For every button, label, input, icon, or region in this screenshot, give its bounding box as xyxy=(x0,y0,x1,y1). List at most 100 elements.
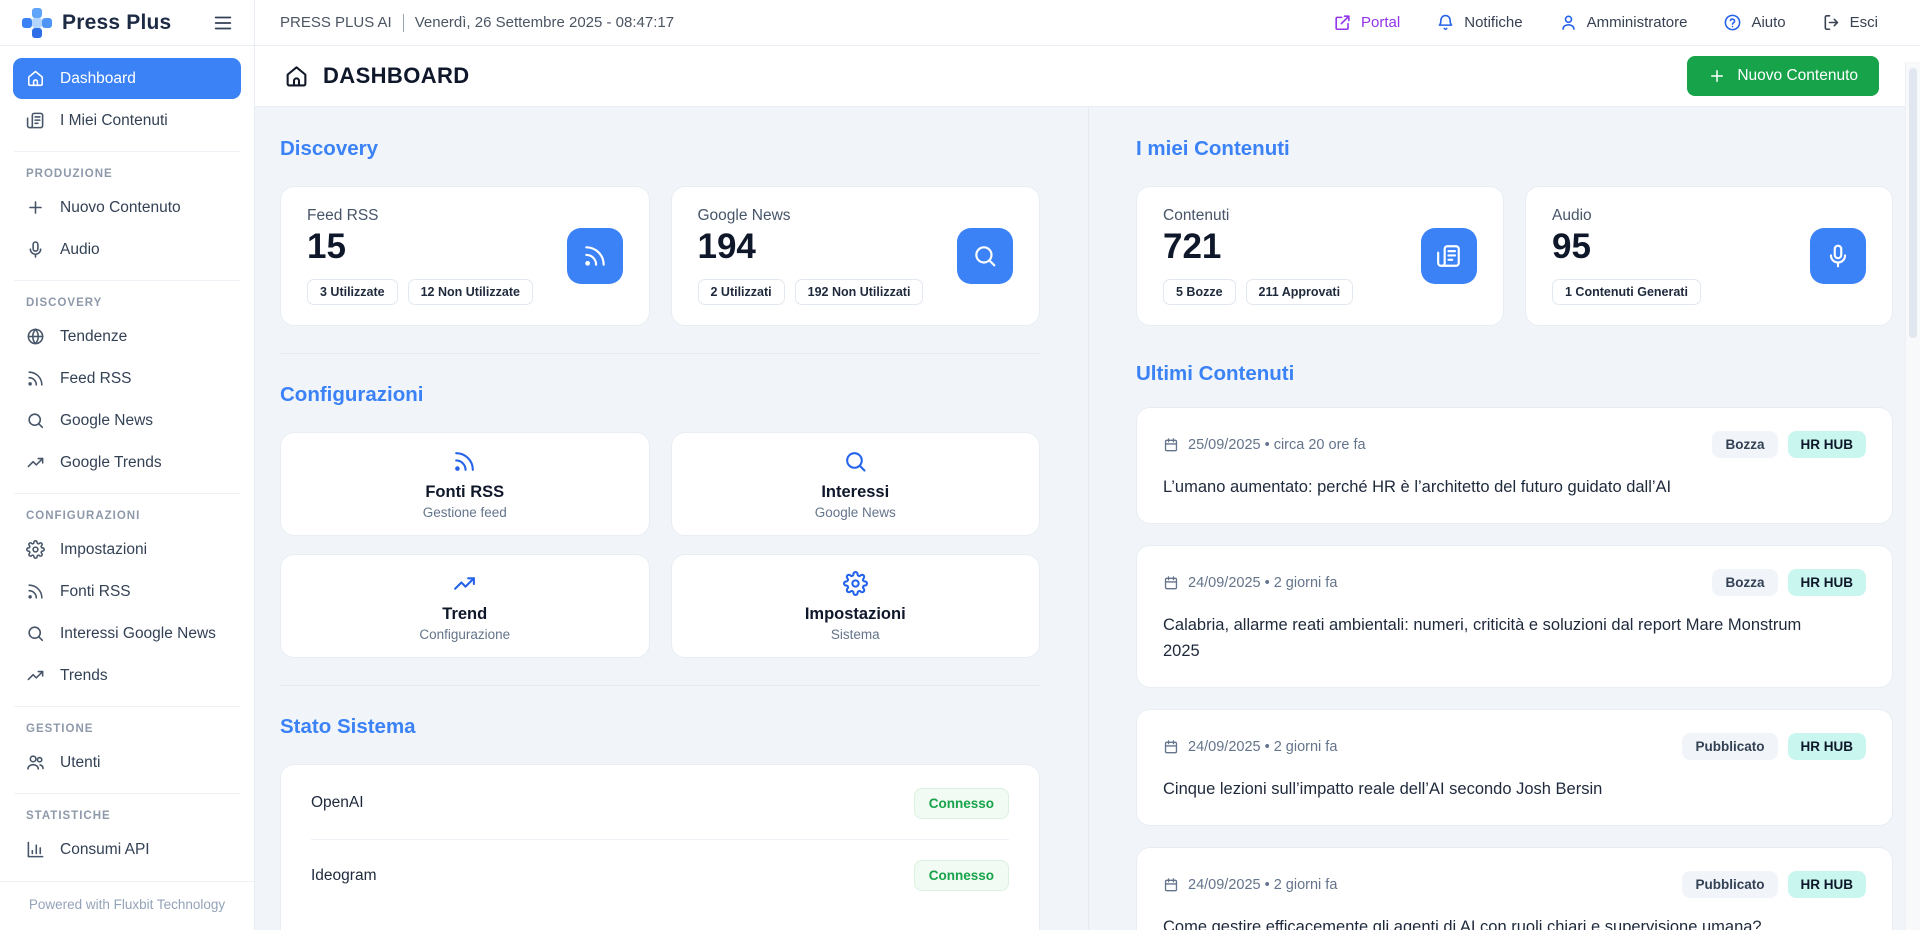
configurazioni-title: Configurazioni xyxy=(280,383,424,406)
stato-sistema-title: Stato Sistema xyxy=(280,715,416,738)
section-label-discovery: DISCOVERY xyxy=(26,297,103,309)
right-column: I miei Contenuti Contenuti 721 5 Bozze 2… xyxy=(1136,108,1893,930)
status-row-ideogram: Ideogram Connesso xyxy=(311,839,1009,911)
rss-icon xyxy=(26,369,45,388)
datetime-label: Venerdì, 26 Settembre 2025 - 08:47:17 xyxy=(414,14,675,31)
sidebar-item-fonti-rss[interactable]: Fonti RSS xyxy=(13,571,241,612)
divider xyxy=(14,280,240,281)
help-link[interactable]: Aiuto xyxy=(1723,13,1786,32)
scrollbar-thumb[interactable] xyxy=(1909,68,1917,338)
status-badge: Connesso xyxy=(913,860,1009,891)
content-item[interactable]: 24/09/2025 • 2 giorni fa Bozza HR HUB Ca… xyxy=(1136,545,1893,689)
content-item[interactable]: 25/09/2025 • circa 20 ore fa Bozza HR HU… xyxy=(1136,407,1893,525)
main-area: DASHBOARD Nuovo Contenuto Discovery Feed… xyxy=(255,46,1920,930)
feed-rss-stat-card[interactable]: Feed RSS 15 3 Utilizzate 12 Non Utilizza… xyxy=(280,186,650,326)
search-icon xyxy=(957,228,1013,284)
topbar-separator xyxy=(402,13,404,32)
sidebar-nav: Dashboard I Miei Contenuti PRODUZIONE Nu… xyxy=(0,46,254,881)
sidebar-item-miei-contenuti[interactable]: I Miei Contenuti xyxy=(13,100,241,141)
sidebar-item-dashboard[interactable]: Dashboard xyxy=(13,58,241,99)
newspaper-icon xyxy=(26,111,45,130)
sidebar-item-impostazioni[interactable]: Impostazioni xyxy=(13,529,241,570)
sidebar-item-feed-rss[interactable]: Feed RSS xyxy=(13,358,241,399)
brand[interactable]: Press Plus xyxy=(22,7,171,38)
sidebar-item-utenti[interactable]: Utenti xyxy=(13,742,241,783)
item-date: 24/09/2025 • 2 giorni fa xyxy=(1188,876,1338,893)
calendar-icon xyxy=(1163,575,1179,591)
search-icon xyxy=(26,624,45,643)
section-label-gestione: GESTIONE xyxy=(26,723,94,735)
microphone-icon xyxy=(26,240,45,259)
contenuti-stat-card[interactable]: Contenuti 721 5 Bozze 211 Approvati xyxy=(1136,186,1504,326)
sidebar-item-label: Audio xyxy=(60,240,100,258)
trending-up-icon xyxy=(26,666,45,685)
stat-label: Google News xyxy=(697,207,791,224)
globe-icon xyxy=(26,327,45,346)
stat-badge: 5 Bozze xyxy=(1163,279,1236,305)
tag-badge: HR HUB xyxy=(1787,431,1866,458)
config-card-interessi[interactable]: Interessi Google News xyxy=(670,432,1040,536)
sidebar-item-tendenze[interactable]: Tendenze xyxy=(13,316,241,357)
help-circle-icon xyxy=(1723,13,1742,32)
status-badge: Pubblicato xyxy=(1682,871,1778,899)
sidebar: Dashboard I Miei Contenuti PRODUZIONE Nu… xyxy=(0,46,255,930)
sidebar-item-label: I Miei Contenuti xyxy=(60,111,168,129)
sidebar-item-google-trends[interactable]: Google Trends xyxy=(13,442,241,483)
left-column: Discovery Feed RSS 15 3 Utilizzate 12 No… xyxy=(280,108,1040,930)
sidebar-item-audio[interactable]: Audio xyxy=(13,229,241,270)
item-date: 24/09/2025 • 2 giorni fa xyxy=(1188,574,1338,591)
new-content-button[interactable]: Nuovo Contenuto xyxy=(1687,56,1879,96)
app-label: PRESS PLUS AI xyxy=(280,14,392,31)
tag-badge: HR HUB xyxy=(1787,733,1866,761)
stat-value: 194 xyxy=(697,227,756,266)
divider xyxy=(14,151,240,152)
config-card-title: Fonti RSS xyxy=(425,482,505,501)
microphone-icon xyxy=(1810,228,1866,284)
admin-link[interactable]: Amministratore xyxy=(1559,13,1687,32)
scrollbar-track[interactable] xyxy=(1905,62,1920,930)
sidebar-item-google-news[interactable]: Google News xyxy=(13,400,241,441)
sidebar-item-trends[interactable]: Trends xyxy=(13,655,241,696)
content-item[interactable]: 24/09/2025 • 2 giorni fa Pubblicato HR H… xyxy=(1136,709,1893,827)
item-date: 25/09/2025 • circa 20 ore fa xyxy=(1188,436,1366,453)
google-news-stat-card[interactable]: Google News 194 2 Utilizzati 192 Non Uti… xyxy=(670,186,1040,326)
config-card-subtitle: Sistema xyxy=(830,626,880,642)
status-row-openai: OpenAI Connesso xyxy=(311,767,1009,839)
page-title: DASHBOARD xyxy=(284,63,470,89)
external-link-icon xyxy=(1333,13,1352,32)
config-card-impostazioni[interactable]: Impostazioni Sistema xyxy=(670,554,1040,658)
sidebar-item-consumi-api[interactable]: Consumi API xyxy=(13,829,241,870)
divider xyxy=(280,353,1040,354)
gear-icon xyxy=(842,570,868,596)
service-name: OpenAI xyxy=(311,794,364,811)
sidebar-item-label: Consumi API xyxy=(60,840,150,858)
status-badge: Bozza xyxy=(1712,569,1778,597)
item-title: Cinque lezioni sull’impatto reale dell’A… xyxy=(1163,780,1603,799)
config-card-trend[interactable]: Trend Configurazione xyxy=(280,554,650,658)
menu-icon[interactable] xyxy=(212,12,234,34)
sidebar-item-interessi-google-news[interactable]: Interessi Google News xyxy=(13,613,241,654)
section-label-produzione: PRODUZIONE xyxy=(26,168,113,180)
column-divider xyxy=(1088,108,1089,930)
config-card-subtitle: Google News xyxy=(814,504,896,520)
rss-icon xyxy=(26,582,45,601)
home-icon xyxy=(284,64,309,89)
divider xyxy=(14,493,240,494)
help-label: Aiuto xyxy=(1751,14,1786,31)
rss-icon xyxy=(452,449,477,474)
notifications-link[interactable]: Notifiche xyxy=(1436,13,1523,32)
plus-icon xyxy=(26,198,45,217)
config-card-subtitle: Gestione feed xyxy=(422,504,507,520)
logout-icon xyxy=(1822,13,1841,32)
portal-link[interactable]: Portal xyxy=(1333,13,1400,32)
config-card-fonti-rss[interactable]: Fonti RSS Gestione feed xyxy=(280,432,650,536)
topbar-actions: Portal Notifiche Amministratore Aiuto Es… xyxy=(1333,0,1920,45)
content-item[interactable]: 24/09/2025 • 2 giorni fa Pubblicato HR H… xyxy=(1136,847,1893,930)
audio-stat-card[interactable]: Audio 95 1 Contenuti Generati xyxy=(1525,186,1893,326)
stat-value: 721 xyxy=(1163,227,1222,266)
service-name: Ideogram xyxy=(311,866,377,884)
sidebar-item-nuovo-contenuto[interactable]: Nuovo Contenuto xyxy=(13,187,241,228)
sidebar-item-label: Interessi Google News xyxy=(60,624,216,642)
status-badge: Bozza xyxy=(1712,431,1778,458)
logout-link[interactable]: Esci xyxy=(1822,13,1878,32)
